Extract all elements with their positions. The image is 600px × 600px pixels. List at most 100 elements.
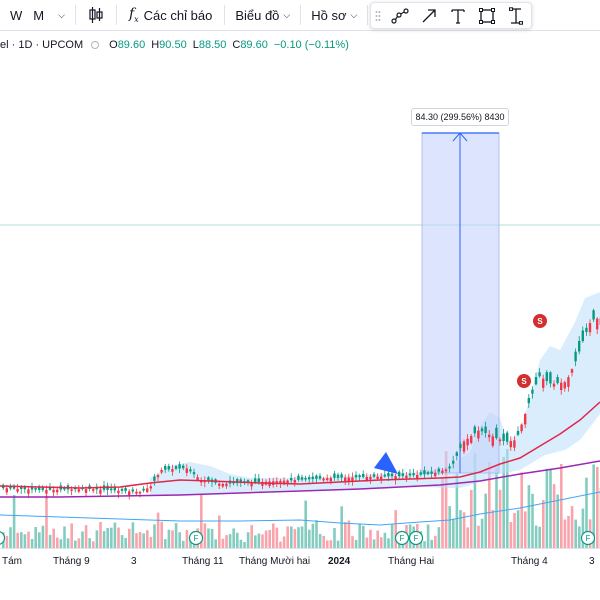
candle [124,486,127,494]
candle [560,378,563,395]
dividend-marker[interactable] [0,531,6,545]
volume-bar [95,530,99,548]
volume-bar [430,539,433,548]
toggle-dot[interactable] [91,41,100,49]
time-axis[interactable]: Tám Tháng 9 3 Tháng 11 Tháng Mười hai 20… [0,548,600,575]
volume-bar [59,539,63,548]
volume-bar [246,532,250,548]
candle [16,483,19,494]
chart-style-button[interactable] [82,0,110,31]
candle [459,441,462,452]
candle [250,479,253,491]
volume-bar [30,539,34,548]
ma-purple-line [0,460,600,498]
candle [552,380,556,390]
candle [110,483,113,494]
candle [138,490,142,498]
volume-bar [495,467,498,548]
candle [441,468,444,475]
trend-line-tool-button[interactable] [385,3,414,28]
candle [502,428,505,446]
candle [221,482,224,489]
volume-bar [297,527,300,548]
volume-bar [279,541,282,548]
volume-bar [239,539,243,548]
volume-bar [380,537,383,548]
candle [340,472,343,482]
volume-bar [513,512,516,548]
candle [531,386,534,399]
volume-bar [488,462,491,548]
candle [149,482,152,492]
rectangle-tool-button[interactable] [472,3,501,28]
volume-bar [545,468,549,548]
volume-bar [261,534,264,548]
candle [423,466,426,480]
interval-m-button[interactable]: M [27,0,50,31]
volume-bar [498,489,502,548]
measure-tool-button[interactable] [501,3,530,28]
volume-bar [480,518,484,548]
price-chart[interactable]: S S F F F F [0,55,600,548]
indicators-button[interactable]: fx Các chỉ báo [123,0,218,31]
dividend-marker[interactable]: F [188,530,204,546]
volume-bar [171,530,174,548]
drag-handle-icon[interactable] [371,3,385,28]
volume-bar [275,527,279,548]
toolbar-divider [115,5,117,25]
volume-bar [596,466,599,548]
candle [484,421,487,438]
symbol-title[interactable]: el · 1D · UPCOM [0,39,84,51]
trend-line-icon [390,7,409,24]
candle [416,470,419,482]
volume-bar [131,522,135,548]
volume-bar [52,528,55,548]
dividend-marker-label: F [586,534,591,543]
volume-bar [398,541,401,548]
open-value: 89.60 [117,39,146,51]
x-tick-label: Tháng Hai [388,556,435,567]
interval-w-label: W [10,7,23,23]
volume-bar [257,533,261,548]
volume-bar [362,525,365,548]
ma-red-line [0,401,600,489]
interval-dropdown-button[interactable]: ⌵ [50,0,69,31]
volume-bar [347,520,351,548]
volume-bar [214,539,217,548]
dividend-marker[interactable]: F [394,530,410,546]
volume-bar [308,529,311,548]
x-tick-label: Tháng 11 [182,556,224,567]
volume-bar [41,525,45,548]
volume-bar [232,528,235,548]
volume-bar [63,526,66,548]
chart-menu-button[interactable]: Biểu đồ ⌵ [231,0,294,31]
dividend-marker[interactable]: F [408,530,424,546]
candle [362,470,365,479]
dividend-marker[interactable]: F [580,530,596,546]
candle [318,473,322,481]
candle [545,370,548,386]
profile-menu-button[interactable]: Hồ sơ ⌵ [307,0,361,31]
volume-bar [538,526,541,548]
text-tool-button[interactable] [443,3,472,28]
volume-bar [77,538,81,548]
interval-w-button[interactable]: W [0,0,27,31]
volume-bar [207,528,210,548]
candle [488,430,491,442]
x-tick-label: Tháng 4 [511,556,548,567]
arrow-tool-button[interactable] [414,3,443,28]
volume-bar [70,523,73,548]
candle [380,472,383,484]
volume-bar [48,534,52,548]
volume-bar [290,526,293,548]
volume-bar [560,463,563,548]
candle [77,485,80,494]
volume-bar [38,532,41,548]
volume-bar [156,512,160,548]
candle [182,463,185,471]
x-tick-label: 3 [589,556,595,567]
split-marker[interactable]: S [517,374,531,388]
split-marker[interactable]: S [533,314,547,328]
volume-bar [531,493,534,548]
volume-bar [146,530,149,548]
